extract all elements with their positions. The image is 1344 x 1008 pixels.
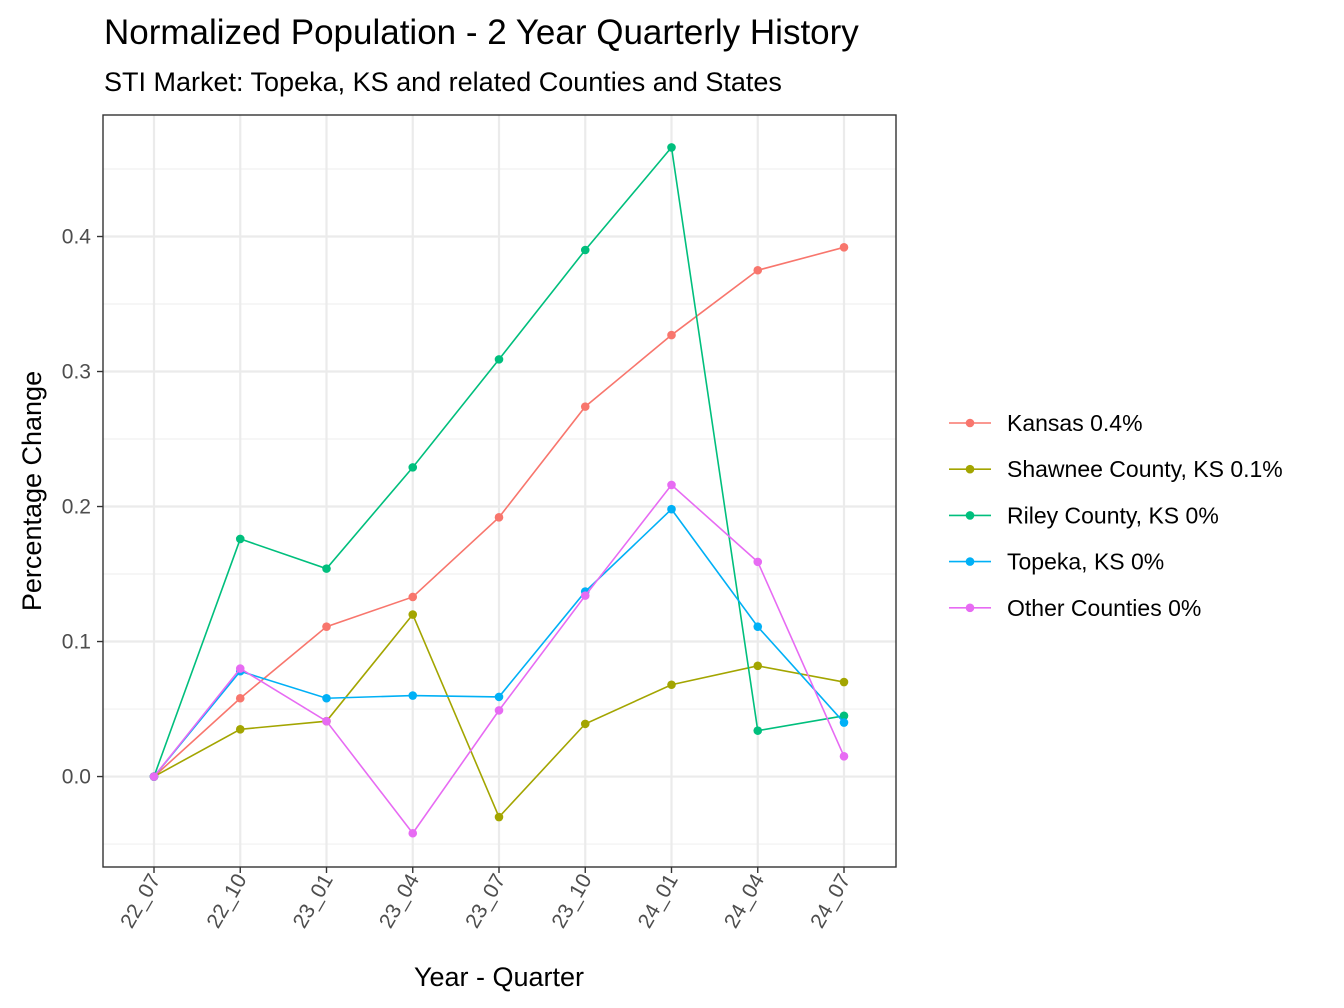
data-point <box>580 402 590 411</box>
data-point <box>753 726 763 735</box>
data-point <box>494 513 504 522</box>
data-point <box>667 504 676 514</box>
x-axis-title: Year - Quarter <box>414 962 584 992</box>
legend-item: Shawnee County, KS 0.1% <box>949 456 1283 482</box>
data-point <box>322 564 331 573</box>
y-tick-label: 0.4 <box>62 226 92 249</box>
chart-subtitle: STI Market: Topeka, KS and related Count… <box>104 67 782 97</box>
data-point <box>667 680 676 690</box>
data-point <box>494 692 504 702</box>
data-point <box>494 355 504 364</box>
data-point <box>494 706 504 715</box>
legend-label: Topeka, KS 0% <box>1007 549 1164 575</box>
data-point <box>235 534 245 544</box>
legend-label: Shawnee County, KS 0.1% <box>1007 456 1283 482</box>
legend-item: Topeka, KS 0% <box>949 549 1164 575</box>
data-point <box>580 591 590 600</box>
data-point <box>753 265 763 275</box>
series-4 <box>149 480 849 838</box>
data-point <box>580 719 590 729</box>
data-point <box>839 243 849 252</box>
y-axis-title: Percentage Change <box>17 371 47 611</box>
data-point <box>839 751 849 761</box>
data-point <box>667 330 676 340</box>
data-point <box>667 143 676 152</box>
y-tick-label: 0.2 <box>62 496 91 519</box>
data-point <box>667 480 676 490</box>
data-point <box>408 828 418 838</box>
x-tick-label: 24_07 <box>806 870 855 932</box>
data-point <box>322 716 331 726</box>
y-tick-label: 0.1 <box>62 631 91 654</box>
axes: 0.0 0.1 0.2 0.3 0.4 22_07 22_10 23_01 23_04 23_07… <box>62 226 856 933</box>
data-point <box>408 592 418 602</box>
data-point <box>408 463 418 472</box>
data-point <box>322 622 331 631</box>
data-point <box>494 812 504 822</box>
legend-label: Other Counties 0% <box>1007 595 1201 621</box>
data-point <box>235 693 245 703</box>
chart-title: Normalized Population - 2 Year Quarterly… <box>104 13 859 52</box>
legend-key-point <box>965 464 975 474</box>
legend-key-point <box>965 557 975 566</box>
legend-label: Riley County, KS 0% <box>1007 502 1219 528</box>
data-point <box>839 677 849 687</box>
y-tick-label: 0.0 <box>62 766 91 789</box>
data-point <box>580 245 590 255</box>
data-point <box>408 691 418 700</box>
data-point <box>235 724 245 734</box>
x-tick-label: 23_07 <box>461 870 510 932</box>
x-tick-label: 24_01 <box>634 870 683 932</box>
data-point <box>753 557 763 567</box>
x-tick-label: 22_07 <box>116 870 165 932</box>
data-point <box>408 610 418 619</box>
grid <box>103 115 896 867</box>
data-point <box>149 772 159 781</box>
y-tick-label: 0.3 <box>62 361 91 384</box>
x-tick-label: 23_01 <box>289 870 338 932</box>
legend: Kansas 0.4% Shawnee County, KS 0.1% Riley … <box>949 410 1283 621</box>
plot-series <box>149 143 849 838</box>
legend-label: Kansas 0.4% <box>1007 410 1143 436</box>
legend-key-point <box>965 511 975 520</box>
legend-item: Kansas 0.4% <box>949 410 1143 436</box>
x-tick-label: 23_10 <box>547 870 596 932</box>
data-point <box>753 661 763 671</box>
x-tick-label: 22_10 <box>202 870 251 932</box>
x-tick-label: 24_04 <box>720 870 769 932</box>
data-point <box>322 693 331 703</box>
legend-key-point <box>965 603 975 613</box>
data-point <box>753 622 763 631</box>
legend-key-point <box>965 418 975 428</box>
data-point <box>839 711 849 721</box>
data-point <box>839 718 849 727</box>
legend-item: Other Counties 0% <box>949 595 1201 621</box>
legend-item: Riley County, KS 0% <box>949 502 1219 528</box>
data-point <box>235 664 245 673</box>
x-tick-label: 23_04 <box>375 870 424 932</box>
